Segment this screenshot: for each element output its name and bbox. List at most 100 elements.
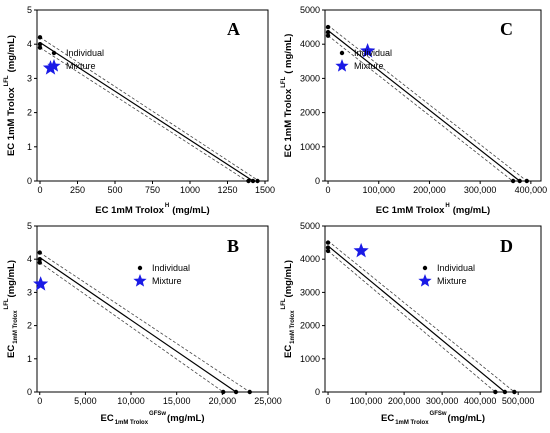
individual-point bbox=[325, 248, 331, 254]
legend-mixture-label: Mixture bbox=[437, 276, 467, 286]
y-axis-label-sup: LFL bbox=[4, 298, 10, 309]
plot-frame bbox=[324, 9, 542, 182]
y-tick-label: 0 bbox=[27, 387, 32, 397]
x-tick-label: 10,000 bbox=[117, 396, 145, 406]
x-tick-label: 200,000 bbox=[413, 185, 446, 195]
individual-point bbox=[233, 389, 239, 395]
x-tick-label: 1500 bbox=[255, 185, 275, 195]
x-tick-label: 500,000 bbox=[502, 396, 535, 406]
y-tick-label: 4000 bbox=[300, 39, 320, 49]
y-tick-label: 4 bbox=[27, 254, 32, 264]
x-axis-label: EC1mM TroloxGFSw(mg/mL) bbox=[381, 411, 485, 426]
y-tick-label: 2 bbox=[27, 321, 32, 331]
x-axis-label-main: EC bbox=[381, 413, 394, 424]
y-axis-label-unit: ( mg/mL) bbox=[283, 34, 294, 74]
x-axis-label: EC1mM TroloxGFSw(mg/mL) bbox=[100, 411, 204, 426]
x-axis-label-main: EC 1mM Trolox bbox=[376, 205, 445, 216]
legend-mixture-marker bbox=[418, 274, 432, 287]
individual-point bbox=[325, 24, 331, 30]
ci-upper-line bbox=[327, 25, 528, 182]
legend-individual-label: Individual bbox=[66, 48, 104, 58]
individual-point bbox=[493, 389, 498, 395]
individual-point bbox=[325, 33, 331, 38]
y-tick-label: 1000 bbox=[300, 354, 320, 364]
x-tick-label: 0 bbox=[37, 185, 42, 195]
x-axis-label-sub: 1mM Trolox bbox=[115, 420, 149, 426]
fit-line bbox=[327, 30, 521, 182]
ci-upper-line bbox=[39, 37, 260, 182]
y-tick-label: 2000 bbox=[300, 108, 320, 118]
y-tick-label: 1000 bbox=[300, 142, 320, 152]
panel-letter: B bbox=[227, 236, 239, 256]
y-axis-label-unit: (mg/mL) bbox=[6, 35, 17, 72]
x-tick-label: 500 bbox=[107, 185, 122, 195]
y-axis-label-main: EC 1mM Trolox bbox=[283, 88, 294, 157]
x-axis-label-unit: (mg/mL) bbox=[453, 205, 490, 216]
legend-individual-marker bbox=[137, 265, 143, 271]
legend-individual-marker bbox=[422, 265, 428, 271]
y-axis-label-unit: (mg/mL) bbox=[6, 260, 17, 297]
x-tick-label: 0 bbox=[37, 396, 42, 406]
y-tick-label: 0 bbox=[315, 387, 320, 397]
legend-individual-marker bbox=[339, 50, 345, 56]
x-tick-label: 1250 bbox=[217, 185, 237, 195]
y-tick-label: 1 bbox=[27, 354, 32, 364]
x-axis-label-sup: H bbox=[445, 203, 449, 209]
individual-point bbox=[255, 178, 260, 184]
y-tick-label: 3000 bbox=[300, 287, 320, 297]
y-tick-label: 5000 bbox=[300, 5, 320, 15]
legend-mixture-label: Mixture bbox=[152, 276, 182, 286]
y-axis-label-main: EC bbox=[283, 345, 294, 358]
individual-point bbox=[250, 178, 256, 184]
individual-point bbox=[221, 389, 226, 395]
individual-point bbox=[37, 257, 42, 262]
legend-individual-label: Individual bbox=[152, 263, 190, 273]
y-axis-label-main: EC 1mM Trolox bbox=[6, 87, 17, 156]
individual-point bbox=[325, 30, 331, 35]
legend-mixture-label: Mixture bbox=[354, 61, 384, 71]
y-tick-label: 1 bbox=[27, 142, 32, 152]
y-tick-label: 3 bbox=[27, 73, 32, 83]
y-axis-label-sub: 1mM Trolox bbox=[13, 310, 19, 344]
x-tick-label: 400,000 bbox=[464, 396, 497, 406]
mixture-point bbox=[33, 276, 49, 291]
individual-point bbox=[37, 250, 42, 255]
fit-line bbox=[39, 41, 254, 182]
x-tick-label: 5,000 bbox=[74, 396, 97, 406]
individual-point bbox=[37, 35, 43, 40]
y-tick-label: 2000 bbox=[300, 321, 320, 331]
ci-upper-line bbox=[39, 252, 250, 393]
chart-panel-d: 0 1000 2000 3000 4000 5000 0 100,000 200,000 300,… bbox=[281, 221, 542, 426]
individual-point bbox=[246, 178, 251, 184]
legend-mixture-label: Mixture bbox=[66, 61, 96, 71]
x-axis-label-main: EC bbox=[100, 413, 113, 424]
x-axis-label-unit: (mg/mL) bbox=[172, 205, 209, 216]
x-tick-label: 1000 bbox=[180, 185, 200, 195]
x-tick-label: 0 bbox=[326, 185, 331, 195]
y-tick-label: 5 bbox=[27, 221, 32, 231]
legend-mixture-marker bbox=[335, 59, 349, 72]
x-axis-label-sub: 1mM Trolox bbox=[395, 420, 429, 426]
chart-panel-a: 0 1 2 3 4 5 0 250 500 750 1000 1250 1500 A Individual M… bbox=[4, 5, 275, 216]
individual-point bbox=[502, 389, 508, 395]
ci-lower-line bbox=[39, 47, 248, 182]
y-axis-label: EC 1mM TroloxLFL ( mg/mL) bbox=[281, 34, 294, 158]
x-axis-label-main: EC 1mM Trolox bbox=[95, 205, 164, 216]
y-tick-label: 4 bbox=[27, 39, 32, 49]
plot-frame bbox=[36, 225, 269, 393]
chart-panel-b: 0 1 2 3 4 5 0 5,000 10,000 15,000 20,000 25,000 B Ind… bbox=[4, 221, 282, 426]
individual-point bbox=[325, 240, 331, 245]
individual-point bbox=[517, 178, 522, 184]
x-tick-label: 100,000 bbox=[362, 185, 395, 195]
x-tick-label: 200,000 bbox=[388, 396, 421, 406]
y-tick-label: 3 bbox=[27, 287, 32, 297]
panel-letter: D bbox=[500, 236, 513, 256]
x-tick-label: 250 bbox=[70, 185, 85, 195]
x-tick-label: 300,000 bbox=[426, 396, 459, 406]
x-axis-label-sup: GFSw bbox=[149, 411, 166, 417]
legend-individual-marker bbox=[51, 50, 57, 56]
x-axis-label-unit: (mg/mL) bbox=[167, 413, 204, 424]
panel-letter: C bbox=[500, 19, 513, 39]
individual-point bbox=[325, 245, 331, 250]
